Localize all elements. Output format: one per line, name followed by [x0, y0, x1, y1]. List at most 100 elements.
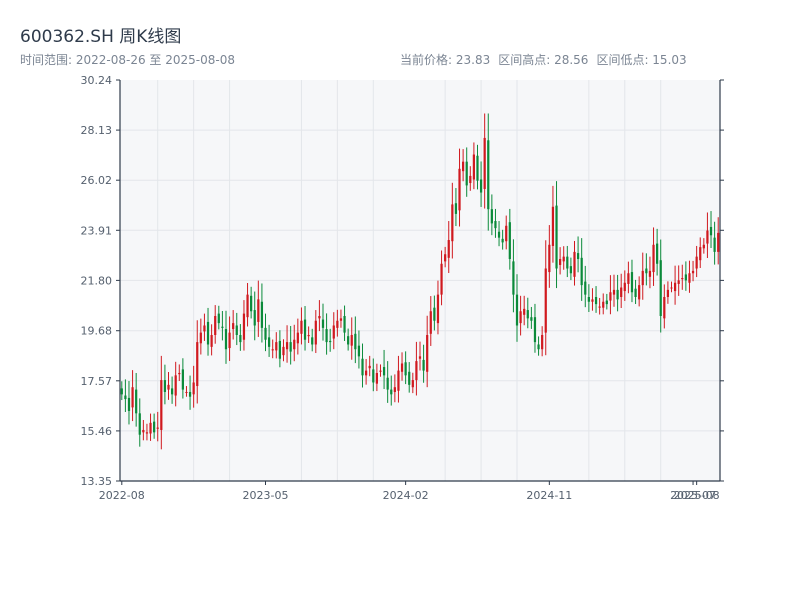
candle-body — [656, 243, 659, 264]
candle-body — [688, 273, 691, 283]
candle-body — [673, 282, 677, 292]
date-range-label: 时间范围: 2022-08-26 至 2025-08-08 — [20, 53, 235, 67]
candle-body — [156, 427, 159, 429]
candle-body — [551, 206, 555, 246]
candle-body — [325, 329, 328, 343]
candle-body — [469, 175, 472, 184]
candle-body — [329, 340, 332, 343]
candle-body — [314, 320, 317, 345]
candle-body — [364, 370, 368, 376]
candle-body — [670, 287, 673, 289]
candle-body — [153, 421, 156, 433]
candle-body — [260, 301, 264, 328]
candle-body — [393, 387, 396, 392]
candle-body — [627, 273, 630, 284]
candle-body — [217, 313, 220, 324]
candle-body — [361, 358, 364, 376]
candle-body — [181, 369, 184, 390]
candle-body — [494, 221, 497, 229]
x-tick-label: 2025-07 — [670, 489, 716, 502]
range-low-label: 区间低点: 15.03 — [596, 53, 687, 67]
candle-body — [142, 429, 145, 433]
candle-body — [634, 288, 637, 298]
candle-body — [368, 365, 371, 369]
candle-body — [598, 306, 601, 308]
candle-body — [196, 342, 199, 387]
candle-body — [512, 261, 515, 295]
candle-body — [702, 244, 705, 249]
candle-body — [462, 161, 465, 172]
candle-body — [663, 297, 666, 319]
candle-body — [666, 289, 670, 298]
candle-body — [623, 282, 626, 292]
price-summary: 当前价格: 23.83 区间高点: 28.56 区间低点: 15.03 — [400, 51, 687, 68]
candle-body — [695, 256, 698, 269]
candle-body — [612, 289, 616, 295]
candle-body — [684, 274, 687, 281]
candle-body — [429, 311, 432, 334]
candle-body — [250, 295, 253, 312]
candle-body — [271, 349, 274, 351]
candle-body — [537, 344, 540, 350]
candle-body — [548, 244, 551, 273]
candle-body — [178, 372, 181, 375]
candle-body — [472, 154, 476, 180]
candle-body — [239, 334, 242, 343]
candle-body — [681, 278, 684, 280]
candle-body — [440, 263, 443, 295]
candle-body — [188, 391, 192, 397]
candle-body — [336, 320, 339, 328]
candle-body — [120, 388, 123, 395]
candle-body — [451, 204, 454, 242]
candle-body — [526, 310, 529, 319]
candle-body — [533, 317, 537, 343]
candle-body — [167, 384, 170, 390]
candle-body — [163, 380, 167, 392]
candle-body — [321, 319, 325, 328]
candle-body — [426, 334, 429, 372]
candle-body — [350, 334, 353, 346]
candle-body — [584, 281, 587, 295]
y-tick-label: 26.02 — [81, 174, 113, 187]
candle-body — [397, 370, 400, 391]
candle-body — [224, 329, 228, 350]
candle-body — [282, 346, 285, 356]
chart-title: 600362.SH 周K线图 — [20, 27, 182, 47]
candle-body — [300, 320, 303, 334]
y-tick-label: 21.80 — [81, 274, 113, 287]
candle-body — [630, 272, 634, 293]
y-tick-label: 28.13 — [81, 124, 113, 137]
candle-body — [131, 387, 134, 408]
x-tick-label: 2025-08 — [674, 489, 720, 502]
candle-body — [602, 301, 605, 308]
candle-body — [652, 244, 655, 273]
candle-body — [620, 287, 623, 298]
candle-body — [170, 388, 174, 395]
candle-body — [422, 359, 425, 371]
candle-body — [203, 325, 206, 332]
axes — [116, 79, 724, 485]
y-tick-label: 15.46 — [81, 425, 113, 438]
y-tick-label: 19.68 — [81, 325, 113, 338]
candle-body — [242, 313, 246, 340]
candle-body — [135, 389, 138, 414]
candle-body — [347, 336, 350, 345]
candle-body — [616, 289, 619, 300]
candle-body — [185, 391, 188, 393]
candle-body — [465, 161, 468, 186]
candle-body — [293, 339, 296, 350]
candle-body — [648, 270, 652, 277]
candle-body — [479, 179, 483, 193]
candle-body — [576, 253, 580, 260]
candle-body — [149, 422, 152, 434]
candle-body — [677, 280, 680, 284]
range-high-label: 区间高点: 28.56 — [498, 53, 589, 67]
candle-body — [210, 334, 213, 347]
candle-body — [418, 356, 422, 359]
candle-body — [415, 361, 418, 381]
candle-body — [523, 308, 526, 315]
candle-body — [530, 317, 533, 321]
candle-body — [390, 389, 393, 395]
candle-body — [505, 225, 508, 242]
